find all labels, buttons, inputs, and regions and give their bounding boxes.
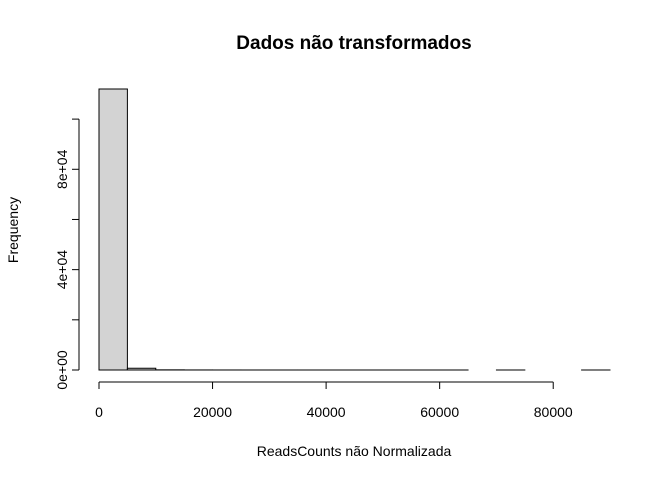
y-tick-label-1: 4e+04	[54, 250, 70, 290]
x-axis-label: ReadsCounts não Normalizada	[257, 443, 452, 459]
y-axis-label: Frequency	[5, 197, 21, 263]
chart-title: Dados não transformados	[236, 33, 471, 54]
histogram-bar-0	[98, 88, 128, 371]
histogram-bars	[98, 88, 611, 371]
x-tick-label-4: 80000	[534, 404, 573, 420]
histogram-bar-1	[126, 367, 157, 371]
x-tick-label-0: 0	[95, 404, 103, 420]
y-axis: 0e+00 4e+04 8e+04	[54, 118, 80, 390]
x-axis: 0 20000 40000 60000 80000	[95, 381, 573, 420]
x-tick-label-1: 20000	[193, 404, 232, 420]
x-tick-label-2: 40000	[307, 404, 346, 420]
y-tick-label-0: 0e+00	[54, 350, 70, 390]
y-tick-label-2: 8e+04	[54, 149, 70, 189]
x-tick-label-3: 60000	[420, 404, 459, 420]
